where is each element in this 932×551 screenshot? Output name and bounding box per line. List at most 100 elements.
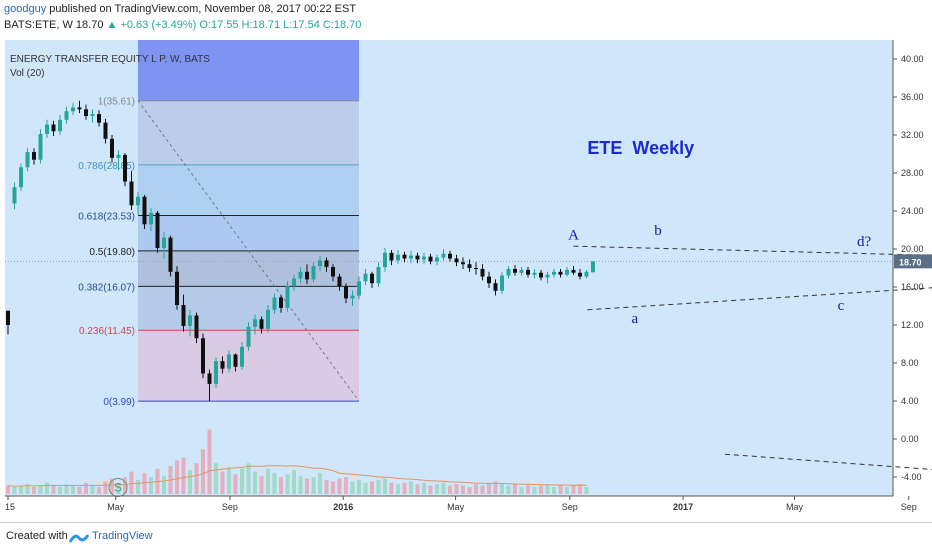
- fib-level-label: 0.5(19.80): [89, 247, 135, 258]
- candle-body: [565, 270, 569, 275]
- volume-bar: [370, 481, 374, 494]
- fib-level-label: 0(3.99): [103, 397, 135, 408]
- candle-body: [97, 114, 101, 123]
- candle-body: [84, 109, 88, 116]
- candle-body: [338, 277, 342, 287]
- volume-bar: [325, 480, 329, 494]
- candle-body: [312, 266, 316, 279]
- candle-body: [247, 327, 251, 347]
- price-tick-label: 40.00: [901, 54, 924, 64]
- volume-bar: [318, 473, 322, 494]
- candle-body: [32, 152, 36, 160]
- volume-bar: [500, 484, 504, 494]
- wave-label: a: [631, 311, 638, 327]
- volume-bar: [396, 484, 400, 494]
- volume-bar: [481, 486, 485, 494]
- volume-bar: [84, 483, 88, 494]
- volume-bar: [520, 487, 524, 494]
- candle-body: [513, 269, 517, 273]
- candle-body: [221, 361, 225, 369]
- candle-body: [442, 254, 446, 258]
- volume-bar: [182, 458, 186, 494]
- candle-body: [500, 276, 504, 291]
- tradingview-link[interactable]: TradingView: [92, 530, 153, 542]
- candle-body: [390, 253, 394, 261]
- candle-body: [91, 114, 95, 116]
- volume-bar: [416, 484, 420, 494]
- volume-bar: [526, 486, 530, 494]
- price-tick-label: 16.00: [901, 282, 924, 292]
- volume-bar: [39, 486, 43, 494]
- volume-bar: [429, 486, 433, 494]
- volume-bar: [357, 480, 361, 494]
- fib-level-label: 0.618(23.53): [78, 211, 135, 222]
- volume-bar: [97, 487, 101, 494]
- candle-body: [110, 139, 114, 158]
- candle-body: [214, 361, 218, 384]
- candle-body: [52, 125, 56, 132]
- candle-body: [305, 272, 309, 280]
- volume-bar: [513, 484, 517, 494]
- chart-title: ETE Weekly: [587, 138, 694, 158]
- last-price: 18.70: [76, 19, 104, 31]
- fib-level-label: 0.236(11.45): [79, 326, 135, 337]
- volume-bar: [104, 481, 108, 494]
- price-chart[interactable]: 1(35.61)0.786(28.85)0.618(23.53)0.5(19.8…: [0, 40, 932, 522]
- chart-pane[interactable]: 1(35.61)0.786(28.85)0.618(23.53)0.5(19.8…: [0, 40, 932, 522]
- candle-body: [435, 258, 439, 262]
- volume-bar: [13, 487, 17, 494]
- volume-bar: [188, 470, 192, 494]
- candle-body: [383, 253, 387, 267]
- candle-body: [507, 269, 511, 276]
- candle-body: [396, 255, 400, 261]
- volume-bar: [552, 487, 556, 494]
- candle-body: [520, 270, 524, 273]
- price-tick-label: 24.00: [901, 206, 924, 216]
- candle-body: [546, 275, 550, 278]
- volume-bar: [487, 483, 491, 494]
- quote-line: BATS:ETE, W 18.70 ▲ +0.63 (+3.49%) O:17.…: [4, 19, 361, 31]
- volume-bar: [45, 483, 49, 494]
- candle-body: [175, 272, 179, 305]
- candle-body: [162, 238, 166, 248]
- time-tick-label: 15: [5, 502, 15, 512]
- candle-body: [260, 319, 264, 329]
- author-name[interactable]: goodguy: [4, 3, 46, 15]
- volume-bar: [409, 481, 413, 494]
- time-tick-label: 2017: [673, 502, 693, 512]
- candle-body: [422, 257, 426, 260]
- volume-bar: [468, 487, 472, 494]
- fib-level-label: 1(35.61): [98, 97, 135, 108]
- candle-body: [71, 107, 75, 111]
- volume-bar: [546, 484, 550, 494]
- volume-bar: [58, 487, 62, 494]
- price-tick-label: 20.00: [901, 244, 924, 254]
- volume-bar: [273, 473, 277, 494]
- volume-bar: [143, 473, 147, 494]
- chart-legend: ENERGY TRANSFER EQUITY L P, W, BATS Vol …: [10, 53, 210, 81]
- volume-bar: [338, 479, 342, 494]
- volume-bar: [403, 483, 407, 494]
- volume-bar: [507, 486, 511, 494]
- candle-body: [377, 267, 381, 283]
- candle-body: [344, 286, 348, 298]
- volume-bar: [455, 484, 459, 494]
- candle-body: [487, 277, 491, 284]
- volume-bar: [247, 463, 251, 494]
- volume-bar: [585, 487, 589, 494]
- volume-bar: [299, 476, 303, 494]
- candle-body: [286, 286, 290, 308]
- time-tick-label: 2016: [333, 502, 353, 512]
- candle-body: [149, 213, 153, 224]
- candle-body: [403, 255, 407, 259]
- volume-bar: [390, 483, 394, 494]
- volume-bar: [78, 487, 82, 494]
- volume-bar: [19, 486, 23, 494]
- volume-bar: [305, 479, 309, 494]
- volume-bar: [240, 469, 244, 494]
- volume-bar: [6, 486, 10, 494]
- wave-label: A: [568, 228, 579, 244]
- fib-level-label: 0.382(16.07): [78, 282, 135, 293]
- tradingview-logo-icon[interactable]: [69, 531, 89, 549]
- candle-body: [240, 347, 244, 367]
